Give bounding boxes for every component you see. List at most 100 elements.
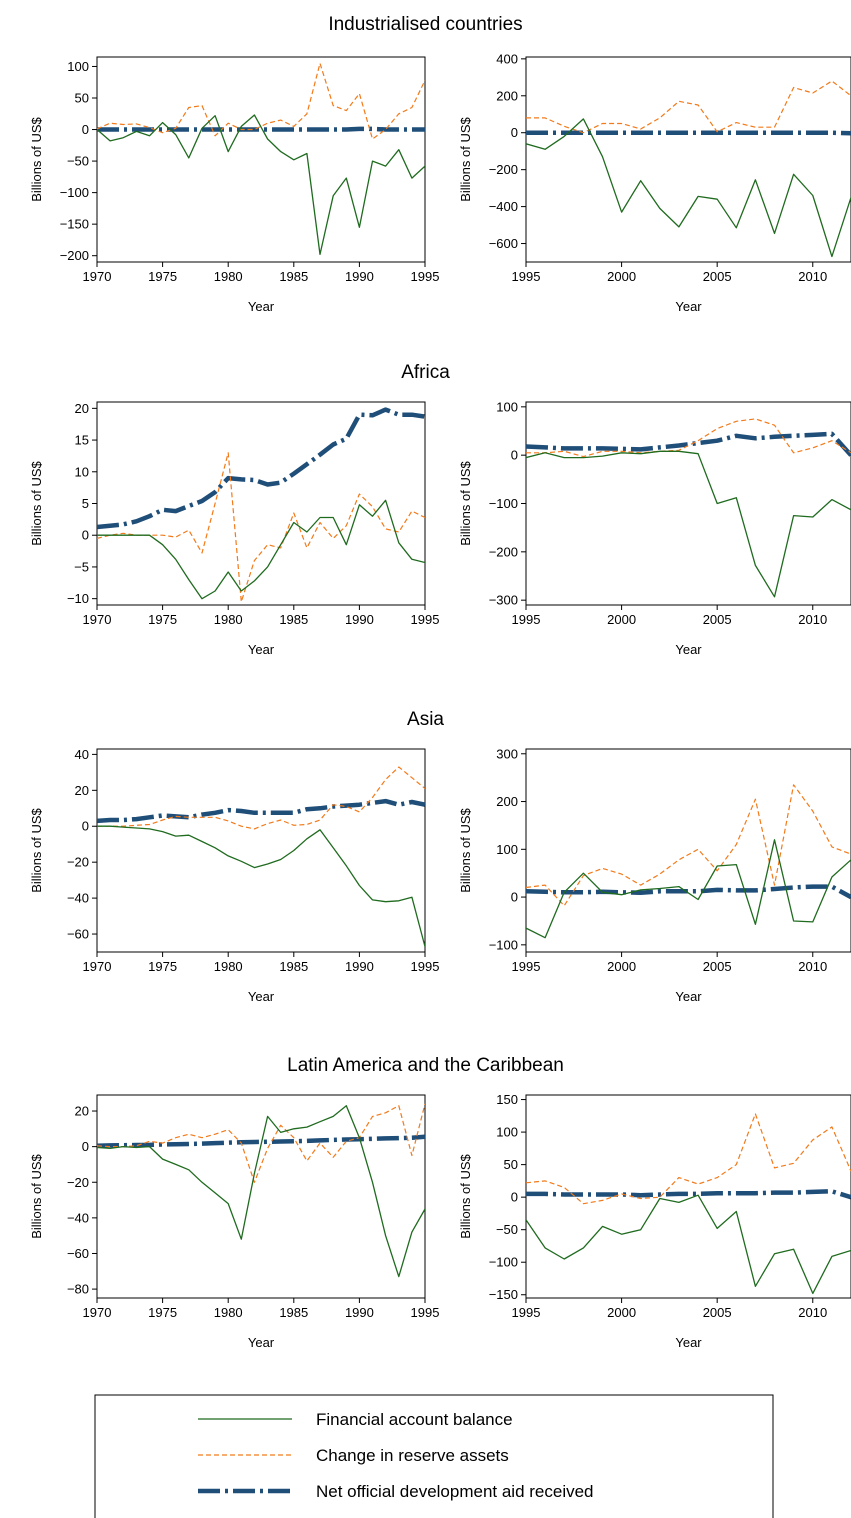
series-line-fab bbox=[97, 114, 425, 256]
y-tick-label: 0 bbox=[82, 819, 89, 834]
x-tick-label: 1980 bbox=[214, 269, 243, 284]
y-tick-label: 200 bbox=[496, 88, 518, 103]
y-tick-label: 150 bbox=[496, 1092, 518, 1107]
plot-frame bbox=[525, 748, 851, 953]
y-tick-label: −600 bbox=[489, 236, 518, 251]
panel-title: Africa bbox=[401, 362, 450, 383]
chart-panel: Africa −10 −5 0 5 10 15 20 1970 1975 1980 1985 1990 1… bbox=[29, 362, 450, 657]
y-tick-label: −100 bbox=[489, 937, 518, 952]
chart-panel: −300 −200 −100 0 100 1995 2000 2005 2010 Year Bill… bbox=[458, 399, 851, 657]
y-tick-label: 200 bbox=[496, 794, 518, 809]
x-axis-label: Year bbox=[675, 299, 702, 314]
series-line-fab bbox=[526, 1194, 851, 1295]
x-axis-label: Year bbox=[248, 299, 275, 314]
x-tick-label: 2000 bbox=[607, 1305, 636, 1320]
y-tick-label: 100 bbox=[496, 1125, 518, 1140]
plot-frame bbox=[96, 748, 426, 953]
y-tick-label: −50 bbox=[67, 154, 89, 169]
x-tick-label: 1975 bbox=[148, 959, 177, 974]
x-tick-label: 1995 bbox=[512, 959, 541, 974]
x-tick-label: 1975 bbox=[148, 612, 177, 627]
plot-frame bbox=[96, 1094, 426, 1299]
y-tick-label: 20 bbox=[75, 401, 89, 416]
y-tick-label: −40 bbox=[67, 1210, 89, 1225]
chart-panels: Industrialised countries−200−150−100−500… bbox=[29, 14, 851, 1350]
y-axis-label: Billions of US$ bbox=[29, 1153, 44, 1238]
y-tick-label: −200 bbox=[489, 544, 518, 559]
x-axis-label: Year bbox=[248, 642, 275, 657]
y-tick-label: −60 bbox=[67, 927, 89, 942]
series-line-res bbox=[526, 1113, 851, 1205]
y-axis-label: Billions of US$ bbox=[29, 460, 44, 545]
y-tick-label: −200 bbox=[489, 162, 518, 177]
series-line-res bbox=[97, 62, 425, 140]
x-tick-label: 1975 bbox=[148, 269, 177, 284]
panel-title: Industrialised countries bbox=[328, 14, 522, 35]
series-line-oda bbox=[97, 126, 425, 132]
x-tick-label: 2005 bbox=[703, 1305, 732, 1320]
y-axis-label: Billions of US$ bbox=[458, 1153, 473, 1238]
y-tick-label: −60 bbox=[67, 1246, 89, 1261]
legend-box bbox=[94, 1394, 774, 1518]
x-tick-label: 1995 bbox=[411, 612, 440, 627]
series-line-oda bbox=[526, 884, 851, 900]
y-tick-label: 100 bbox=[496, 842, 518, 857]
legend: Financial account balance Change in reser… bbox=[94, 1394, 774, 1518]
x-tick-label: 1995 bbox=[512, 1305, 541, 1320]
x-tick-label: 2000 bbox=[607, 269, 636, 284]
series-line-oda bbox=[526, 130, 851, 136]
x-axis-label: Year bbox=[675, 1335, 702, 1350]
x-tick-label: 2000 bbox=[607, 612, 636, 627]
series-line-fab bbox=[97, 499, 425, 600]
y-tick-label: 0 bbox=[82, 1139, 89, 1154]
legend-label-res: Change in reserve assets bbox=[316, 1446, 509, 1465]
y-tick-label: 15 bbox=[75, 433, 89, 448]
x-tick-label: 2000 bbox=[607, 959, 636, 974]
chart-panel: −600 −400 −200 0 200 400 1995 2000 2005 2010 Year B… bbox=[458, 51, 851, 314]
plot-frame bbox=[525, 56, 851, 263]
y-tick-label: 0 bbox=[511, 125, 518, 140]
y-tick-label: −100 bbox=[489, 1255, 518, 1270]
plot-frame bbox=[96, 56, 426, 263]
series-line-res bbox=[526, 784, 851, 907]
y-tick-label: 0 bbox=[82, 528, 89, 543]
y-tick-label: −5 bbox=[74, 559, 89, 574]
series-line-fab bbox=[97, 1105, 425, 1278]
x-axis-label: Year bbox=[248, 989, 275, 1004]
chart-panel: Asia −60 −40 −20 0 20 40 1970 1975 1980 1985 1990 19… bbox=[29, 709, 444, 1004]
series-line-res bbox=[97, 452, 425, 603]
x-tick-label: 2010 bbox=[798, 612, 827, 627]
x-tick-label: 1980 bbox=[214, 959, 243, 974]
y-tick-label: 0 bbox=[511, 448, 518, 463]
y-tick-label: 0 bbox=[511, 890, 518, 905]
y-tick-label: −80 bbox=[67, 1282, 89, 1297]
x-tick-label: 2005 bbox=[703, 959, 732, 974]
x-axis-label: Year bbox=[248, 1335, 275, 1350]
series-line-fab bbox=[526, 450, 851, 598]
chart-panel: −100 0 100 200 300 1995 2000 2005 2010 Year Billio… bbox=[458, 746, 851, 1004]
series-line-oda bbox=[97, 407, 425, 530]
y-tick-label: 5 bbox=[82, 496, 89, 511]
series-line-fab bbox=[526, 839, 851, 939]
chart-panel: Industrialised countries −200 −150 −100 −50 0… bbox=[29, 14, 523, 314]
y-axis-label: Billions of US$ bbox=[458, 460, 473, 545]
plot-frame bbox=[525, 401, 851, 606]
x-tick-label: 1990 bbox=[345, 269, 374, 284]
series-line-oda bbox=[526, 1189, 851, 1200]
y-tick-label: −150 bbox=[60, 217, 89, 232]
y-axis-label: Billions of US$ bbox=[29, 116, 44, 201]
y-tick-label: 20 bbox=[75, 1104, 89, 1119]
y-tick-label: 50 bbox=[504, 1157, 518, 1172]
y-tick-label: −100 bbox=[60, 185, 89, 200]
y-tick-label: −150 bbox=[489, 1287, 518, 1302]
series-line-fab bbox=[526, 118, 851, 258]
legend-label-fab: Financial account balance bbox=[316, 1410, 513, 1429]
y-tick-label: −40 bbox=[67, 891, 89, 906]
y-tick-label: −50 bbox=[496, 1222, 518, 1237]
x-tick-label: 1985 bbox=[279, 612, 308, 627]
x-axis-label: Year bbox=[675, 989, 702, 1004]
x-tick-label: 1985 bbox=[279, 1305, 308, 1320]
y-tick-label: 100 bbox=[496, 399, 518, 414]
x-tick-label: 2010 bbox=[798, 1305, 827, 1320]
legend-label-oda: Net official development aid received bbox=[316, 1482, 594, 1501]
